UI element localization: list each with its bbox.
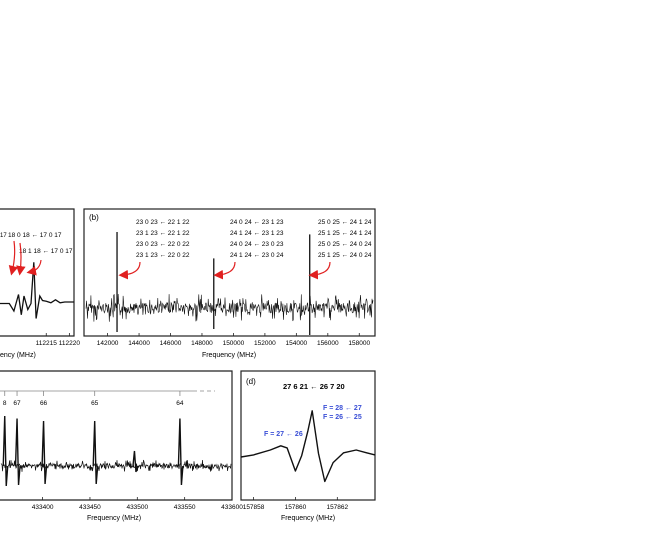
x-tick-label: 157862 <box>326 504 348 511</box>
panel-c-xlabel: Frequency (MHz) <box>87 515 141 522</box>
panel-c-x-ticks: 433400 433450 433500 433550 433600 <box>32 497 243 511</box>
panel-a-series-line <box>0 262 74 319</box>
x-tick-label: 112215 <box>36 340 58 347</box>
panel-c-peak <box>92 420 99 485</box>
x-tick-label: 433600 <box>221 504 243 511</box>
arrow-b2 <box>213 261 236 280</box>
x-tick-label: 433400 <box>32 504 54 511</box>
panel-d: (d) 27 6 21 ← 26 7 20 F = 28 ← 27 F = 26… <box>240 370 376 522</box>
panel-b-annotation: 23 1 23 ← 22 1 22 <box>136 230 190 237</box>
x-tick-label: 150000 <box>223 340 245 347</box>
panel-b-annotation: 25 0 25 ← 24 0 24 <box>318 241 372 248</box>
panel-c-peak <box>41 420 48 485</box>
panel-a: 112215 112220 ency (MHz) 17 18 0 18 ← 17 … <box>0 208 81 359</box>
panel-d-annotation-2: F = 26 ← 25 <box>323 414 362 421</box>
panel-c-frame <box>0 370 233 501</box>
x-tick-label: 433450 <box>79 504 101 511</box>
panel-a-fragment: 17 <box>0 233 7 239</box>
panel-c-top-label: 8 <box>3 400 7 407</box>
arrow-a1 <box>8 240 19 276</box>
panel-a-frame <box>0 208 75 337</box>
panel-d-annotation-1: F = 28 ← 27 <box>323 405 362 412</box>
x-tick-label: 144000 <box>128 340 150 347</box>
panel-c-top-labels: 8 67 66 65 64 <box>3 391 184 407</box>
panel-d-title: 27 6 21 ← 26 7 20 <box>283 382 345 391</box>
panel-b-annotation: 24 1 24 ← 23 0 24 <box>230 252 284 259</box>
panel-c-top-label: 65 <box>91 400 99 407</box>
x-tick-label: 157858 <box>243 504 265 511</box>
panel-c-top-label: 64 <box>176 400 184 407</box>
x-tick-label: 157860 <box>285 504 307 511</box>
panel-a-xlabel: ency (MHz) <box>0 352 36 359</box>
x-tick-label: 433550 <box>174 504 196 511</box>
x-tick-label: 112220 <box>59 340 81 347</box>
arrow-b3 <box>308 261 331 280</box>
panel-c-peak <box>14 418 21 486</box>
panel-b-series-line <box>85 293 374 322</box>
panel-d-label: (d) <box>246 377 256 386</box>
panel-b-annotation: 23 1 23 ← 22 0 22 <box>136 252 190 259</box>
panel-c-peak <box>177 418 184 486</box>
panel-d-series-line <box>240 410 376 483</box>
panel-b-annotation: 24 1 24 ← 23 1 23 <box>230 230 284 237</box>
panel-c-peak <box>132 450 139 473</box>
x-tick-label: 433500 <box>126 504 148 511</box>
panel-b-trace <box>85 232 374 335</box>
x-tick-label: 156000 <box>317 340 339 347</box>
panel-b: (b) 142000 144000 146000 148000 150000 152000… <box>83 208 376 359</box>
arrow-a2 <box>16 242 26 276</box>
x-tick-label: 152000 <box>254 340 276 347</box>
arrow-a3 <box>26 259 42 276</box>
panel-b-annotation: 23 0 23 ← 22 1 22 <box>136 219 190 226</box>
panel-a-trace <box>0 262 74 319</box>
panel-c-trace <box>0 415 232 487</box>
panel-d-xlabel: Frequency (MHz) <box>281 515 335 522</box>
panel-d-x-ticks: 157858 157860 157862 <box>243 497 349 511</box>
panel-b-frame <box>83 208 376 337</box>
panel-b-label: (b) <box>89 213 99 222</box>
panel-c: 8 67 66 65 64 433400 433450 433500 433550 433600… <box>0 370 243 522</box>
panel-c-peak <box>2 415 9 487</box>
panel-d-frame <box>240 370 376 501</box>
x-tick-label: 142000 <box>97 340 119 347</box>
x-tick-label: 146000 <box>160 340 182 347</box>
panel-b-annotation: 23 0 23 ← 22 0 22 <box>136 241 190 248</box>
panel-a-x-ticks: 112215 112220 <box>36 333 81 347</box>
panel-d-trace <box>240 410 376 483</box>
panel-b-annotation: 25 1 25 ← 24 1 24 <box>318 230 372 237</box>
panel-c-series-line <box>0 459 232 472</box>
panel-b-xlabel: Frequency (MHz) <box>202 352 256 359</box>
panel-c-top-label: 66 <box>40 400 48 407</box>
panel-b-annotation: 24 0 24 ← 23 1 23 <box>230 219 284 226</box>
panel-b-annotations: 23 0 23 ← 22 1 22 23 1 23 ← 22 1 22 23 0 2… <box>136 219 372 259</box>
x-tick-label: 154000 <box>285 340 307 347</box>
arrow-b1 <box>118 261 141 280</box>
panel-c-top-label: 67 <box>13 400 21 407</box>
x-tick-label: 148000 <box>191 340 213 347</box>
panel-b-annotation: 25 0 25 ← 24 1 24 <box>318 219 372 226</box>
x-tick-label: 158000 <box>348 340 370 347</box>
panel-d-annotation-3: F = 27 ← 26 <box>264 431 303 438</box>
panel-b-x-ticks: 142000 144000 146000 148000 150000 152000 1540… <box>97 333 370 347</box>
panel-a-annotation-1: 18 0 18 ← 17 0 17 <box>8 232 62 239</box>
panel-b-annotation: 24 0 24 ← 23 0 23 <box>230 241 284 248</box>
panel-b-annotation: 25 1 25 ← 24 0 24 <box>318 252 372 259</box>
panel-a-annotation-2: 18 1 18 ← 17 0 17 <box>19 248 73 255</box>
